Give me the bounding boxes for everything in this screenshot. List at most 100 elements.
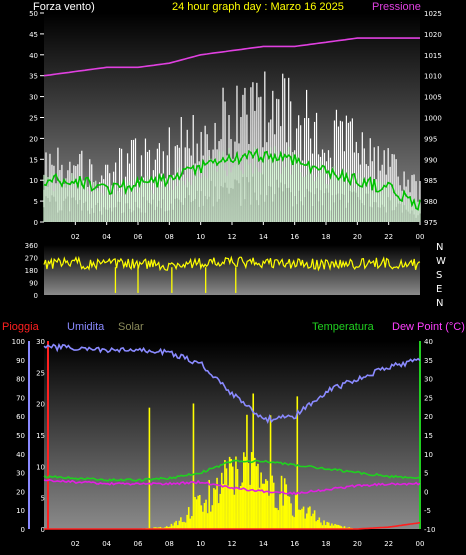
wind-tick-label: 20 [29, 135, 38, 143]
wind-tick-label: 15 [29, 156, 38, 164]
wind-panel-background [44, 13, 420, 222]
temperature-tick-label: 10 [424, 451, 433, 459]
humidity-tick-label: 100 [12, 338, 25, 346]
temperature-tick-label: 40 [424, 338, 433, 346]
humidity-tick-label: 30 [16, 470, 25, 478]
dewpoint-line [43, 478, 421, 496]
time-tick-label: 00 [416, 233, 425, 241]
direction-panel-background [44, 245, 420, 295]
time-tick-label: 02 [71, 233, 80, 241]
time-tick-label: 08 [165, 233, 174, 241]
direction-compass-label: N [436, 242, 443, 253]
time-tick-label: 10 [196, 540, 205, 548]
pressure-tick-label: 1025 [424, 10, 442, 18]
time-tick-label: 00 [416, 540, 425, 548]
humidity-line [43, 342, 421, 425]
temperature-tick-label: 15 [424, 432, 433, 440]
humidity-tick-label: 20 [16, 488, 25, 496]
direction-tick-label: 90 [29, 280, 38, 288]
wind-tick-label: 30 [29, 94, 38, 102]
time-tick-label: 14 [259, 540, 268, 548]
time-tick-label: 16 [290, 233, 299, 241]
time-tick-label: 18 [322, 233, 331, 241]
humidity-tick-label: 40 [16, 451, 25, 459]
temperature-tick-label: 35 [424, 357, 433, 365]
pressure-tick-label: 975 [424, 219, 437, 227]
time-tick-label: 16 [290, 540, 299, 548]
time-tick-label: 06 [134, 540, 143, 548]
time-tick-label: 02 [71, 540, 80, 548]
direction-compass-label: W [436, 256, 446, 267]
humidity-axis-label: Umidita [67, 321, 105, 333]
wind-direction-line [43, 255, 421, 272]
rain-tick-label: 10 [36, 463, 45, 471]
direction-compass-label: S [436, 270, 442, 281]
rain-tick-label: 15 [36, 432, 45, 440]
temperature-tick-label: -5 [424, 507, 431, 515]
pressure-tick-label: 1020 [424, 31, 442, 39]
time-tick-label: 22 [384, 233, 393, 241]
wind-tick-label: 50 [29, 10, 38, 18]
time-tick-label: 12 [228, 540, 237, 548]
wind-tick-label: 25 [29, 115, 38, 123]
temperature-axis-label: Temperatura [312, 321, 375, 333]
pressure-tick-label: 995 [424, 135, 437, 143]
wind-tick-label: 40 [29, 52, 38, 60]
solar-axis-label: Solar [118, 321, 144, 333]
direction-tick-label: 180 [25, 267, 38, 275]
pressure-tick-label: 1005 [424, 94, 442, 102]
time-tick-label: 08 [165, 540, 174, 548]
time-tick-label: 10 [196, 233, 205, 241]
humidity-tick-label: 0 [21, 526, 25, 534]
time-tick-label: 20 [353, 540, 362, 548]
chart-title: 24 hour graph day : Marzo 16 2025 [172, 1, 344, 13]
direction-tick-label: 270 [25, 255, 38, 263]
direction-tick-label: 0 [34, 292, 38, 300]
pressure-tick-label: 990 [424, 156, 437, 164]
pressure-tick-label: 1010 [424, 73, 442, 81]
dewpoint-axis-label: Dew Point (°C) [392, 321, 465, 333]
pressure-tick-label: 980 [424, 198, 437, 206]
time-tick-label: 18 [322, 540, 331, 548]
wind-tick-label: 5 [34, 198, 38, 206]
wind-axis-label: Forza vento) [33, 1, 95, 13]
wind-tick-label: 45 [29, 31, 38, 39]
direction-tick-label: 360 [25, 242, 38, 250]
time-tick-label: 12 [228, 233, 237, 241]
pressure-tick-label: 1015 [424, 52, 442, 60]
temperature-line [43, 459, 421, 482]
temperature-tick-label: 20 [424, 413, 433, 421]
humidity-tick-label: 70 [16, 394, 25, 402]
time-tick-label: 04 [102, 540, 111, 548]
wind-tick-label: 10 [29, 177, 38, 185]
temperature-tick-label: 0 [424, 488, 428, 496]
pressure-axis-label: Pressione [372, 1, 421, 13]
time-tick-label: 22 [384, 540, 393, 548]
humidity-tick-label: 10 [16, 507, 25, 515]
rain-tick-label: 5 [41, 495, 45, 503]
rain-tick-label: 25 [36, 369, 45, 377]
direction-compass-label: N [436, 298, 443, 309]
time-tick-label: 14 [259, 233, 268, 241]
pressure-tick-label: 985 [424, 177, 437, 185]
temperature-tick-label: 30 [424, 376, 433, 384]
time-tick-label: 20 [353, 233, 362, 241]
time-tick-label: 04 [102, 233, 111, 241]
humidity-tick-label: 60 [16, 413, 25, 421]
wind-tick-label: 35 [29, 73, 38, 81]
humidity-tick-label: 50 [16, 432, 25, 440]
temperature-tick-label: -10 [424, 526, 435, 534]
rain-axis-label: Pioggia [2, 321, 40, 333]
humidity-tick-label: 80 [16, 376, 25, 384]
humidity-tick-label: 90 [16, 357, 25, 365]
pressure-line [43, 37, 420, 77]
rain-tick-label: 30 [36, 338, 45, 346]
time-tick-label: 06 [134, 233, 143, 241]
wind-average-line [43, 148, 421, 211]
temperature-tick-label: 25 [424, 394, 433, 402]
rain-line [44, 521, 421, 530]
wind-tick-label: 0 [34, 219, 38, 227]
rain-tick-label: 0 [41, 526, 45, 534]
pressure-tick-label: 1000 [424, 115, 442, 123]
temperature-tick-label: 5 [424, 470, 428, 478]
